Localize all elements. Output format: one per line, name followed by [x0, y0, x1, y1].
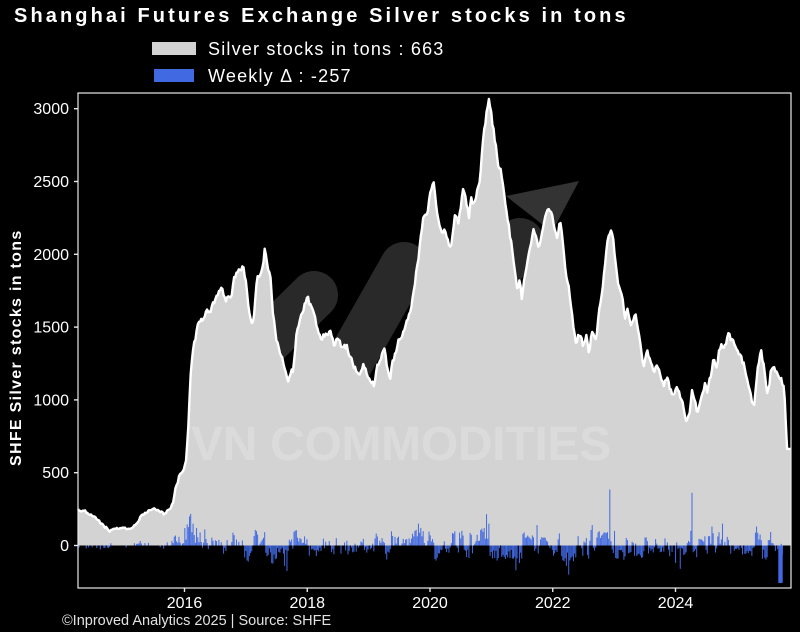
svg-text:2020: 2020 — [412, 595, 448, 612]
svg-text:2000: 2000 — [33, 247, 69, 264]
svg-text:2500: 2500 — [33, 174, 69, 191]
svg-text:0: 0 — [60, 538, 69, 555]
svg-text:1000: 1000 — [33, 392, 69, 409]
svg-text:1500: 1500 — [33, 320, 69, 337]
svg-text:2018: 2018 — [289, 595, 325, 612]
svg-text:500: 500 — [42, 465, 69, 482]
svg-text:2016: 2016 — [167, 595, 203, 612]
svg-text:3000: 3000 — [33, 101, 69, 118]
svg-text:2022: 2022 — [535, 595, 571, 612]
svg-text:2024: 2024 — [658, 595, 694, 612]
